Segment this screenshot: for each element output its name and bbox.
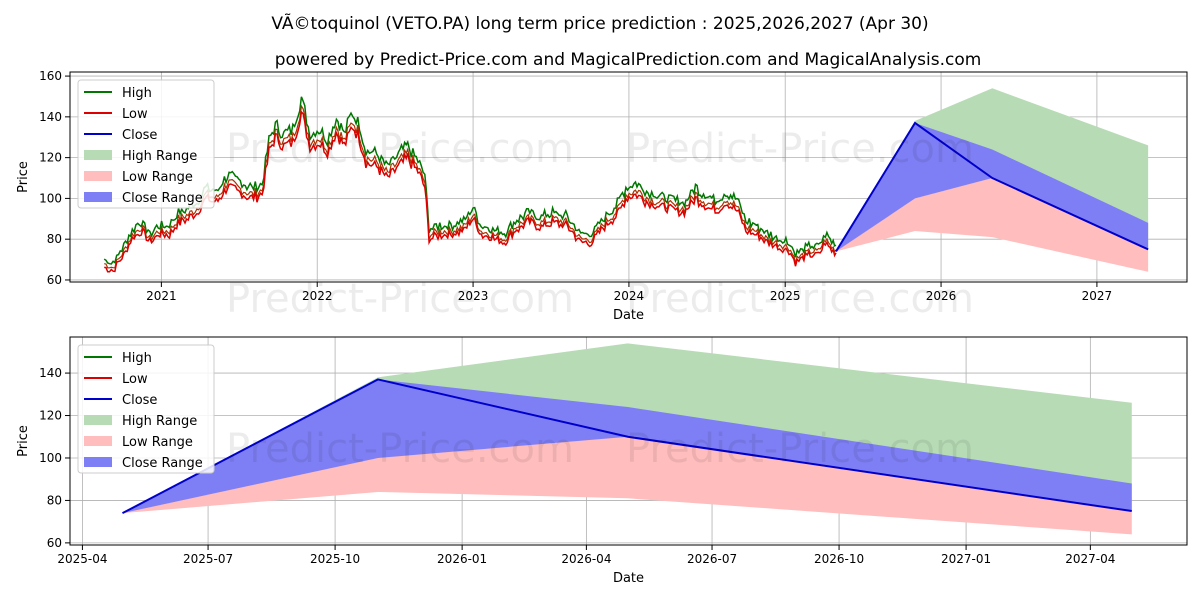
y-axis-label: Price (16, 425, 31, 457)
legend-label: Low Range (122, 170, 193, 185)
close-range-band (836, 122, 1149, 252)
watermark-text: Predict-Price.com (626, 126, 974, 172)
watermark-text: Predict-Price.com (226, 126, 574, 172)
x-tick-label: 2025-07 (183, 552, 233, 566)
x-tick-label: 2027-04 (1065, 552, 1115, 566)
x-tick-label: 2025-10 (310, 552, 360, 566)
legend-label: Close Range (122, 191, 203, 206)
x-tick-label: 2026 (926, 289, 957, 303)
x-tick-label: 2022 (302, 289, 333, 303)
watermark-text: Predict-Price.com (226, 426, 574, 472)
history-high-line (103, 96, 837, 265)
y-tick-label: 80 (47, 232, 62, 246)
x-tick-label: 2026-04 (561, 552, 611, 566)
x-axis-label: Date (613, 571, 644, 586)
legend-swatch (84, 436, 112, 446)
x-tick-label: 2024 (614, 289, 645, 303)
axes-frame (69, 71, 1188, 283)
y-tick-label: 160 (39, 69, 62, 83)
chart-subtitle: powered by Predict-Price.com and Magical… (275, 50, 982, 70)
x-tick-label: 2025-04 (57, 552, 107, 566)
y-tick-label: 120 (39, 409, 62, 423)
watermark-text: Predict-Price.com (226, 276, 574, 322)
watermark-text: Predict-Price.com (626, 426, 974, 472)
y-tick-label: 140 (39, 110, 62, 124)
y-tick-label: 120 (39, 151, 62, 165)
axes-frame (69, 336, 1188, 546)
legend-label: Low Range (122, 435, 193, 450)
legend-label: Low (122, 107, 148, 122)
x-tick-label: 2026-10 (814, 552, 864, 566)
legend-label: High Range (122, 149, 197, 164)
predicted-close-line (835, 121, 1149, 252)
legend-swatch (84, 457, 112, 467)
y-tick-label: 100 (39, 191, 62, 205)
legend: High Low Close High Range Low Range Close Ran… (77, 344, 215, 474)
x-tick-label: 2026-07 (687, 552, 737, 566)
x-tick-label: 2027-01 (941, 552, 991, 566)
x-axis-label: Date (613, 308, 644, 323)
y-tick-label: 140 (39, 366, 62, 380)
watermark-text: Predict-Price.com (626, 276, 974, 322)
history-low-line (104, 110, 837, 273)
y-tick-label: 60 (47, 536, 62, 550)
y-tick-label: 100 (39, 451, 62, 465)
predicted-close-line (122, 378, 1132, 515)
legend-swatch (84, 171, 112, 181)
legend-label: High Range (122, 414, 197, 429)
y-tick-label: 60 (47, 273, 62, 287)
close-range-band (122, 379, 1132, 514)
prediction-detail-panel: 2025-04 2025-07 2025-10 2026-01 2026-04 2026-… (16, 336, 1188, 586)
legend-swatch (84, 415, 112, 425)
legend: High Low Close High Range Low Range Close Ran… (77, 79, 215, 209)
x-tick-label: 2021 (146, 289, 177, 303)
y-axis-label: Price (16, 161, 31, 193)
long-term-panel: 2021 2022 2023 2024 2025 2026 2027 60 80 100 120 14… (16, 69, 1188, 323)
legend-label: High (122, 351, 152, 366)
x-tick-label: 2023 (458, 289, 489, 303)
legend-swatch (84, 192, 112, 202)
chart-title: VÃ©toquinol (VETO.PA) long term price pr… (271, 12, 928, 34)
legend-label: Low (122, 372, 148, 387)
x-tick-label: 2025 (770, 289, 801, 303)
legend-label: Close (122, 393, 157, 408)
legend-label: High (122, 86, 152, 101)
x-tick-label: 2026-01 (437, 552, 487, 566)
legend-label: Close Range (122, 456, 203, 471)
legend-swatch (84, 150, 112, 160)
x-tick-label: 2027 (1082, 289, 1113, 303)
legend-label: Close (122, 128, 157, 143)
y-tick-label: 80 (47, 493, 62, 507)
